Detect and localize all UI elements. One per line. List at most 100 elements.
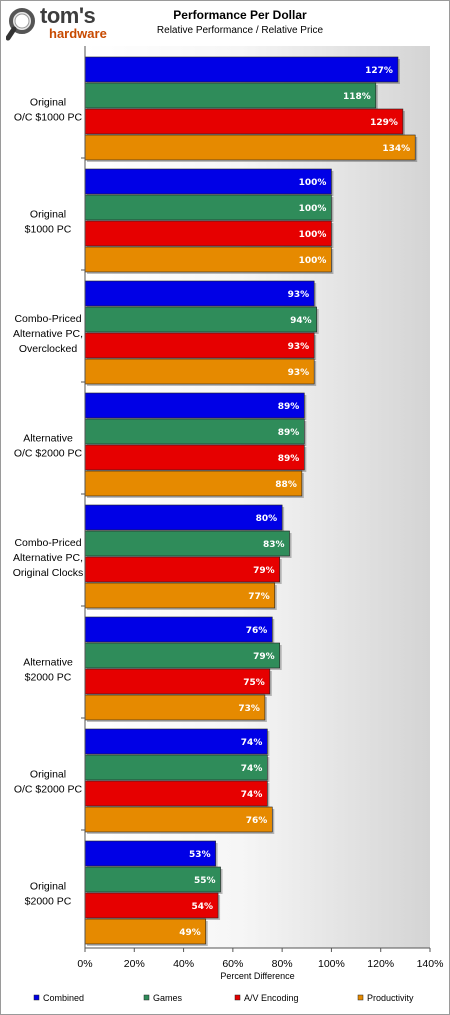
legend-label: A/V Encoding xyxy=(244,993,299,1003)
bar-productivity xyxy=(84,358,315,385)
data-label: 79% xyxy=(253,652,275,662)
data-label: 49% xyxy=(179,928,201,938)
toms-hardware-logo: tom's hardware xyxy=(6,3,126,46)
data-label: 79% xyxy=(253,566,275,576)
bar-productivity xyxy=(84,246,332,273)
data-label: 93% xyxy=(288,342,310,352)
bar-games xyxy=(84,82,377,109)
category-label: Original Clocks xyxy=(13,567,84,579)
bar-combined xyxy=(84,728,268,755)
data-label: 89% xyxy=(278,428,300,438)
data-label: 134% xyxy=(382,144,410,154)
bar-a-v-encoding xyxy=(84,220,332,247)
data-label: 83% xyxy=(263,540,285,550)
category-label: Alternative PC, xyxy=(13,328,83,340)
legend-swatch xyxy=(234,994,241,1001)
legend-swatch xyxy=(357,994,364,1001)
data-label: 74% xyxy=(241,764,263,774)
category-label: Alternative xyxy=(23,657,73,669)
category-label: Overclocked xyxy=(19,343,78,355)
data-label: 93% xyxy=(288,368,310,378)
bar-combined xyxy=(84,616,273,643)
bar-a-v-encoding xyxy=(84,892,219,919)
data-label: 74% xyxy=(241,738,263,748)
x-tick-label: 40% xyxy=(173,958,194,970)
bar-combined xyxy=(84,392,305,419)
data-label: 74% xyxy=(241,790,263,800)
legend-swatch xyxy=(33,994,40,1001)
category-label: $1000 PC xyxy=(25,224,72,236)
category-label: Original xyxy=(30,769,66,781)
x-tick-label: 100% xyxy=(318,958,345,970)
x-tick-label: 120% xyxy=(367,958,394,970)
category-label: Original xyxy=(30,97,66,109)
category-label: $2000 PC xyxy=(25,896,72,908)
data-label: 80% xyxy=(256,514,278,524)
data-label: 76% xyxy=(246,626,268,636)
bar-games xyxy=(84,754,268,781)
category-label: Alternative PC, xyxy=(13,552,83,564)
bar-a-v-encoding xyxy=(84,444,305,471)
data-label: 118% xyxy=(343,92,371,102)
data-label: 76% xyxy=(246,816,268,826)
data-label: 129% xyxy=(370,118,398,128)
bar-productivity xyxy=(84,470,303,497)
bar-games xyxy=(84,306,317,333)
bar-combined xyxy=(84,280,315,307)
data-label: 89% xyxy=(278,402,300,412)
data-label: 100% xyxy=(299,178,327,188)
bar-productivity xyxy=(84,134,416,161)
data-label: 93% xyxy=(288,290,310,300)
chart-title: Performance Per Dollar xyxy=(173,8,307,22)
category-label: Alternative xyxy=(23,433,73,445)
data-label: 54% xyxy=(192,902,214,912)
bar-a-v-encoding xyxy=(84,332,315,359)
bar-combined xyxy=(84,840,216,867)
bar-games xyxy=(84,530,290,557)
logo-text: tom's xyxy=(40,3,96,28)
bar-games xyxy=(84,418,305,445)
data-label: 100% xyxy=(299,204,327,214)
category-label: $2000 PC xyxy=(25,672,72,684)
x-tick-label: 0% xyxy=(77,958,92,970)
data-label: 89% xyxy=(278,454,300,464)
bar-games xyxy=(84,642,280,669)
category-label: Original xyxy=(30,881,66,893)
bar-a-v-encoding xyxy=(84,556,280,583)
category-label: Combo-Priced xyxy=(14,537,81,549)
data-label: 55% xyxy=(194,876,216,886)
bar-games xyxy=(84,866,221,893)
bar-productivity xyxy=(84,694,266,721)
chart-subtitle: Relative Performance / Relative Price xyxy=(156,25,324,36)
bar-a-v-encoding xyxy=(84,108,404,135)
category-label: Original xyxy=(30,209,66,221)
category-label: O/C $1000 PC xyxy=(14,112,83,124)
legend-swatch xyxy=(143,994,150,1001)
category-label: O/C $2000 PC xyxy=(14,784,83,796)
data-label: 73% xyxy=(238,704,260,714)
magnifier-icon xyxy=(6,8,35,41)
bar-games xyxy=(84,194,332,221)
bar-combined xyxy=(84,504,283,531)
x-tick-label: 20% xyxy=(124,958,145,970)
bar-productivity xyxy=(84,806,273,833)
x-tick-label: 60% xyxy=(222,958,243,970)
bar-productivity xyxy=(84,918,207,945)
bar-a-v-encoding xyxy=(84,780,268,807)
bar-a-v-encoding xyxy=(84,668,271,695)
legend-label: Combined xyxy=(43,993,84,1003)
data-label: 75% xyxy=(243,678,265,688)
bar-combined xyxy=(84,168,332,195)
category-label: Combo-Priced xyxy=(14,313,81,325)
legend-label: Games xyxy=(153,993,183,1003)
data-label: 53% xyxy=(189,850,211,860)
category-label: O/C $2000 PC xyxy=(14,448,83,460)
bar-productivity xyxy=(84,582,276,609)
data-label: 88% xyxy=(275,480,297,490)
logo-subtext: hardware xyxy=(49,26,107,41)
legend-label: Productivity xyxy=(367,993,414,1003)
x-axis-label: Percent Difference xyxy=(220,971,294,981)
data-label: 100% xyxy=(299,256,327,266)
x-tick-label: 80% xyxy=(272,958,293,970)
